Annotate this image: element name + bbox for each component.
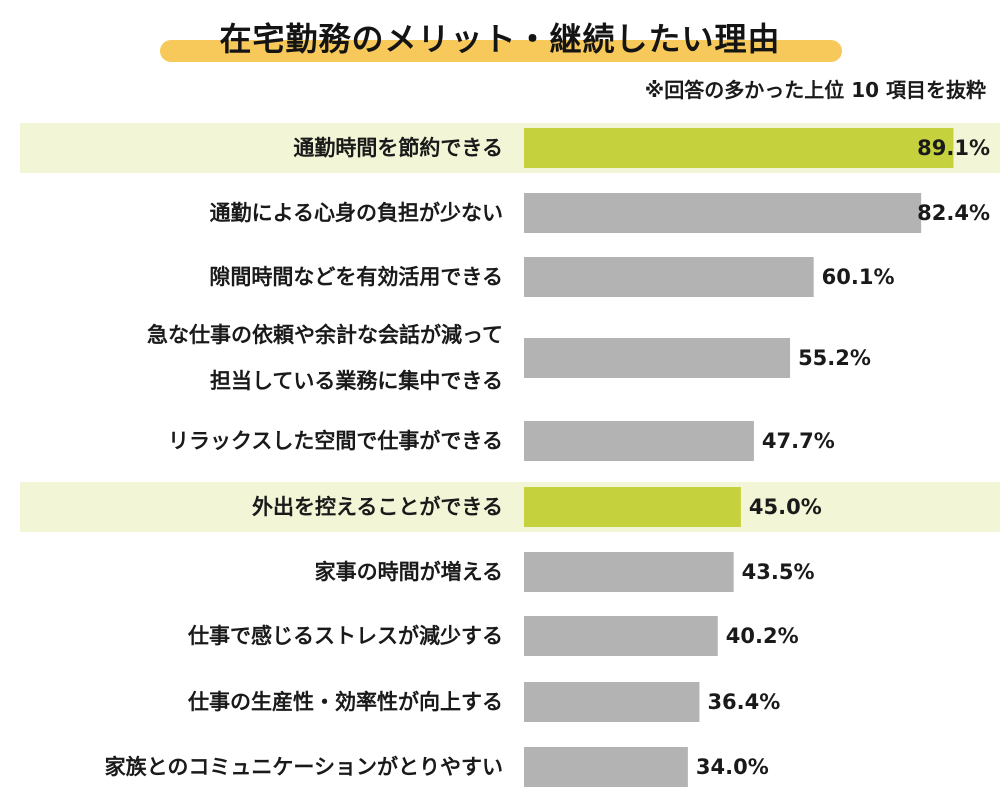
highlight-row-band	[20, 482, 1000, 532]
category-label: リラックスした空間で仕事ができる	[168, 429, 503, 453]
bar	[524, 128, 954, 168]
bar	[524, 193, 922, 233]
value-label: 82.4%	[917, 201, 990, 225]
value-label: 89.1%	[917, 136, 990, 160]
category-label: 家事の時間が増える	[315, 560, 503, 584]
category-label: 通勤時間を節約できる	[293, 136, 503, 160]
title-highlight-band	[160, 40, 842, 62]
bar	[524, 338, 791, 378]
value-label: 55.2%	[798, 346, 871, 370]
value-label: 34.0%	[696, 755, 769, 779]
category-label: 通勤による心身の負担が少ない	[210, 201, 503, 225]
chart-title: 在宅勤務のメリット・継続したい理由	[219, 20, 781, 58]
category-label: 隙間時間などを有効活用できる	[209, 265, 503, 289]
bar	[524, 552, 734, 592]
bar	[524, 747, 688, 787]
value-label: 40.2%	[726, 624, 799, 648]
bar	[524, 616, 718, 656]
value-label: 43.5%	[742, 560, 815, 584]
value-label: 60.1%	[822, 265, 895, 289]
category-label: 外出を控えることができる	[252, 495, 503, 519]
title-area: 在宅勤務のメリット・継続したい理由	[0, 0, 1000, 70]
bar	[524, 682, 700, 722]
bar	[524, 487, 741, 527]
category-label: 担当している業務に集中できる	[210, 369, 503, 393]
chart-note: ※回答の多かった上位 10 項目を抜粋	[644, 78, 986, 102]
category-label: 家族とのコミュニケーションがとりやすい	[105, 755, 503, 779]
category-label: 仕事で感じるストレスが減少する	[187, 624, 503, 648]
category-label: 仕事の生産性・効率性が向上する	[187, 690, 503, 714]
bar	[524, 257, 814, 297]
category-label: 急な仕事の依頼や余計な会話が減って	[147, 323, 503, 347]
bar	[524, 421, 754, 461]
value-label: 47.7%	[762, 429, 835, 453]
value-label: 36.4%	[707, 690, 780, 714]
value-label: 45.0%	[749, 495, 822, 519]
